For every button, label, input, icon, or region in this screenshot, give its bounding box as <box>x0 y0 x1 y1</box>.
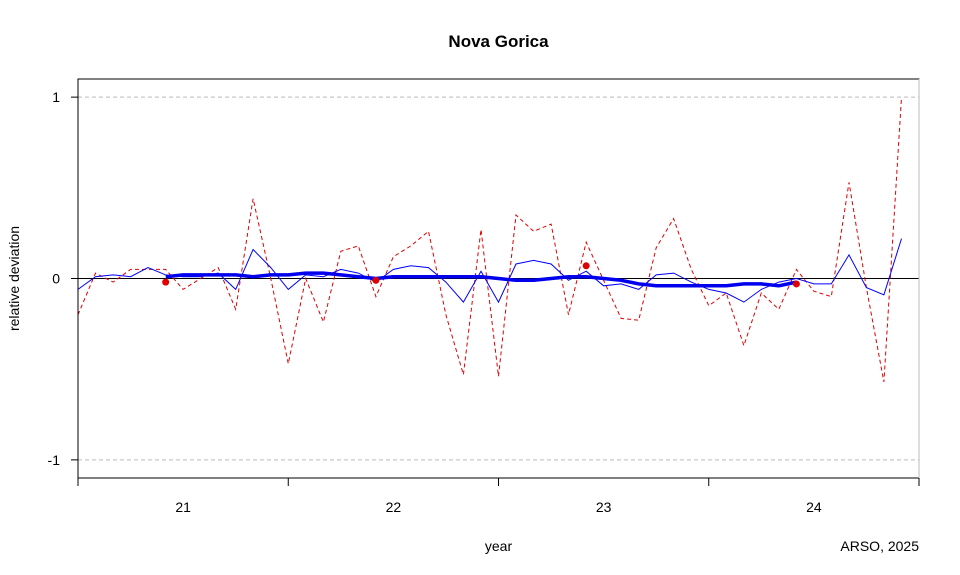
x-axis-label: year <box>485 538 513 554</box>
x-tick-label: 22 <box>386 499 402 515</box>
series-trend-line <box>165 271 797 288</box>
series-smoothed-line <box>77 238 902 304</box>
y-tick-label: -1 <box>48 452 61 468</box>
series-monthly-line <box>77 97 902 382</box>
y-tick-label: 0 <box>52 271 60 287</box>
axes: -1 0 1 21 22 23 24 <box>48 89 920 515</box>
annual-point <box>372 276 380 284</box>
x-tick-label: 24 <box>806 499 822 515</box>
x-tick-label: 21 <box>175 499 191 515</box>
annual-point <box>162 278 170 286</box>
annual-point <box>792 280 800 288</box>
y-tick-label: 1 <box>52 89 60 105</box>
series-layer <box>77 97 902 382</box>
y-axis-label: relative deviation <box>6 226 22 331</box>
credit-label: ARSO, 2025 <box>840 538 919 554</box>
annual-point <box>582 262 590 270</box>
x-tick-label: 23 <box>596 499 612 515</box>
chart-title: Nova Gorica <box>448 32 549 51</box>
